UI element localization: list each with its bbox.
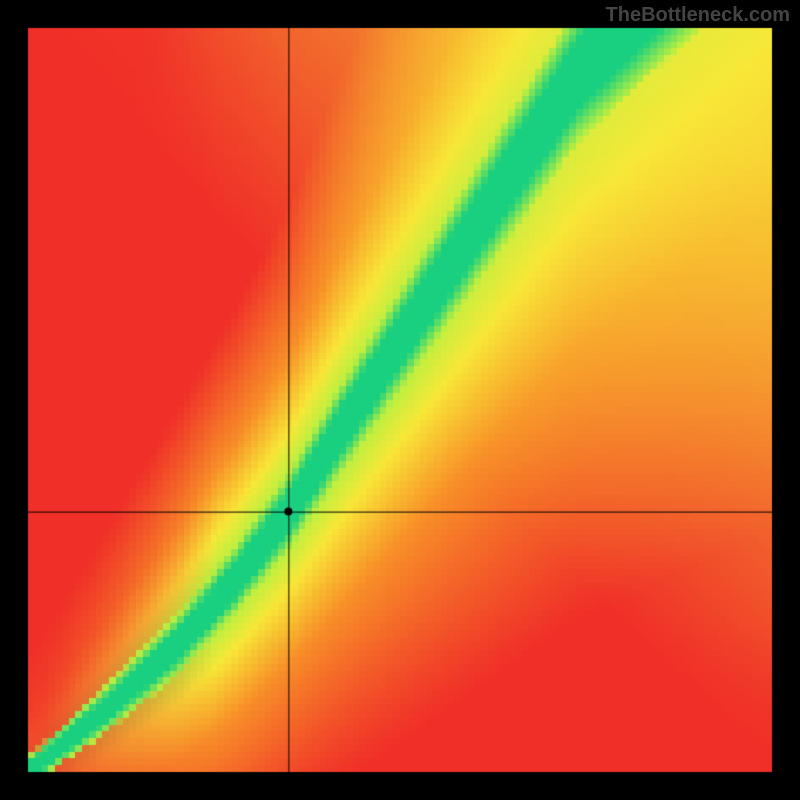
bottleneck-heatmap [0, 0, 800, 800]
chart-container: TheBottleneck.com [0, 0, 800, 800]
